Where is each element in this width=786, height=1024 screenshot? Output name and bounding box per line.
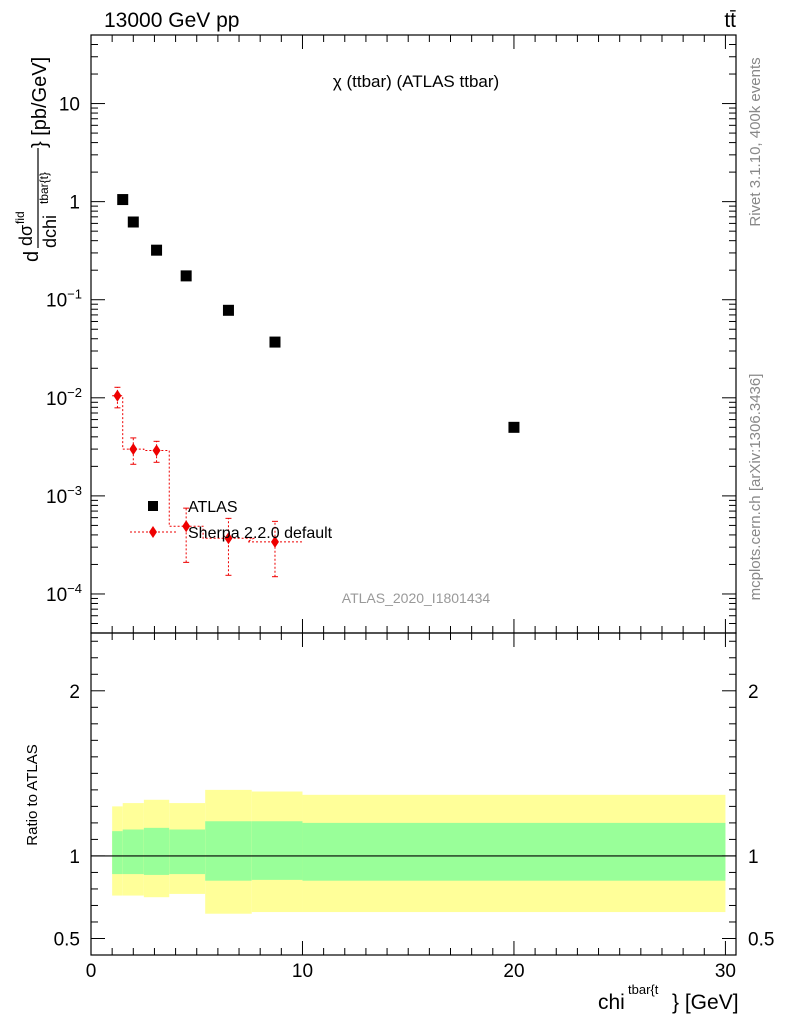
ratio-band-inner-2	[143, 827, 170, 875]
ratio-y-tick-label-right-0: 0.5	[748, 929, 774, 950]
x-tick-label-0: 0	[86, 961, 97, 982]
ratio-axes: 0 10 20 30 0.5 0.5 1 1 2 2	[54, 632, 774, 982]
legend-sherpa-marker	[149, 526, 157, 538]
sherpa-point-5	[270, 535, 279, 548]
x-label-base: chi	[598, 991, 625, 1014]
legend-atlas-marker	[148, 501, 158, 511]
x-label-units: } [GeV]	[672, 991, 739, 1014]
x-axis-label: chi tbar{t } [GeV]	[598, 982, 739, 1014]
ratio-band-inner-3	[169, 829, 206, 875]
legend-atlas-label: ATLAS	[188, 499, 238, 516]
main-y-tick-label-0: 10	[59, 95, 80, 116]
ratio-y-axis-label: Ratio to ATLAS	[24, 744, 41, 845]
sherpa-point-3	[182, 520, 191, 533]
x-tick-label-1: 10	[292, 961, 313, 982]
chart-title: χ (ttbar) (ATLAS ttbar)	[333, 72, 499, 91]
main-y-tick-label-1: 1	[69, 193, 80, 214]
y-label-denominator-sup: tbar{t}	[37, 172, 51, 204]
ratio-band-inner-4	[205, 821, 252, 881]
ratio-bands	[112, 789, 726, 914]
atlas-point-2	[151, 244, 163, 256]
atlas-point-0	[117, 194, 129, 206]
mcplots-label: mcplots.cern.ch [arXiv:1306.3436]	[747, 374, 764, 601]
ratio-band-inner-5	[251, 821, 303, 880]
atlas-point-1	[127, 216, 139, 228]
analysis-watermark: ATLAS_2020_I1801434	[342, 590, 491, 606]
main-y-axis-label: d dσ fid dchi tbar{t} } [pb/GeV]	[13, 57, 60, 262]
ratio-band-inner-6	[302, 822, 726, 881]
ratio-y-tick-label-left-1: 1	[69, 847, 80, 868]
ratio-band-inner-0	[112, 831, 123, 875]
sherpa-point-2	[152, 444, 161, 457]
header-process: 13000 GeV pp	[104, 9, 239, 32]
x-label-sup: tbar{t	[628, 982, 659, 997]
ratio-y-tick-label-left-0: 0.5	[54, 929, 80, 950]
ratio-band-inner-1	[122, 829, 144, 875]
y-label-d: d	[21, 251, 43, 262]
main-y-tick-label-2: 10−1	[46, 287, 82, 312]
main-frame	[90, 34, 737, 634]
ratio-y-tick-label-right-2: 2	[748, 682, 759, 703]
y-label-numerator: dσ	[16, 225, 36, 246]
sherpa-line	[112, 395, 303, 543]
atlas-point-5	[269, 336, 281, 348]
sherpa-point-1	[129, 443, 138, 456]
atlas-point-6	[508, 421, 520, 433]
legend-sherpa-label: Sherpa 2.2.0 default	[188, 525, 333, 542]
main-axes: 10 1 10−1 10−2 10−3 10−4	[46, 34, 737, 634]
ratio-y-tick-label-left-2: 2	[69, 682, 80, 703]
atlas-point-3	[180, 270, 192, 282]
main-y-tick-label-4: 10−3	[46, 483, 82, 508]
ratio-y-tick-label-right-1: 1	[748, 847, 759, 868]
y-label-denominator: dchi	[40, 215, 60, 248]
ratio-frame	[90, 632, 737, 956]
y-label-numerator-sup: fid	[13, 211, 27, 224]
y-label-units: } [pb/GeV]	[29, 57, 51, 148]
atlas-point-4	[222, 304, 234, 316]
sherpa-point-4	[224, 532, 233, 545]
legend: ATLAS Sherpa 2.2.0 default	[130, 499, 333, 542]
main-y-tick-label-3: 10−2	[46, 385, 82, 410]
x-tick-label-2: 20	[503, 961, 524, 982]
main-series	[112, 194, 520, 578]
header-final-state: tt̄	[724, 9, 736, 32]
x-tick-label-3: 30	[715, 961, 736, 982]
main-y-tick-label-5: 10−4	[46, 581, 82, 606]
sherpa-point-0	[113, 389, 122, 402]
rivet-version-label: Rivet 3.1.10, 400k events	[747, 57, 764, 226]
